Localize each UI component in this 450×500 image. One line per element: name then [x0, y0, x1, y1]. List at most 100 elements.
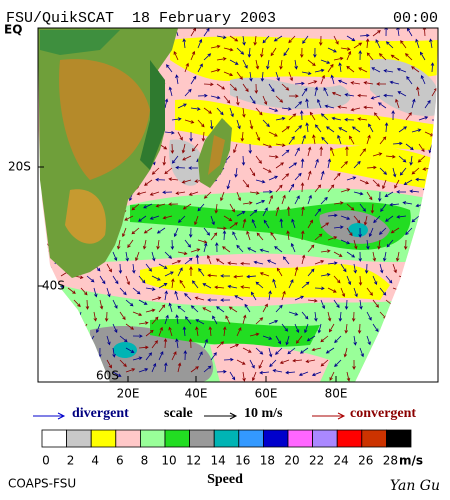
- wind-arrow: [281, 194, 286, 205]
- wind-arrow: [229, 222, 238, 229]
- wind-arrow: [382, 251, 387, 262]
- wind-arrow: [177, 215, 186, 223]
- wind-arrow: [106, 287, 111, 298]
- wind-arrow: [274, 246, 283, 253]
- wind-arrow: [324, 104, 335, 109]
- wind-arrow: [173, 227, 179, 238]
- wind-arrow: [216, 341, 225, 349]
- wind-arrow: [384, 122, 389, 133]
- wind-arrow: [214, 203, 219, 214]
- wind-arrow: [266, 59, 270, 70]
- wind-arrow: [268, 131, 278, 137]
- wind-arrow: [229, 107, 234, 118]
- wind-arrow: [222, 326, 227, 337]
- wind-arrow: [333, 35, 339, 45]
- wind-arrow: [366, 311, 372, 321]
- wind-arrow: [156, 227, 166, 234]
- wind-arrow: [170, 239, 175, 250]
- wind-arrow: [251, 371, 257, 382]
- wind-arrow: [396, 67, 407, 73]
- wind-arrow: [392, 141, 403, 146]
- wind-arrow: [416, 86, 420, 97]
- wind-arrow: [372, 323, 379, 333]
- wind-arrow: [392, 167, 397, 178]
- wind-arrow: [353, 191, 364, 196]
- wind-arrow: [399, 167, 407, 176]
- wind-arrow: [67, 287, 76, 294]
- wind-arrow: [184, 62, 189, 73]
- wind-arrow: [203, 53, 212, 61]
- wind-arrow: [390, 227, 400, 234]
- wind-arrow: [338, 311, 343, 322]
- wind-arrow: [301, 311, 309, 320]
- wind-arrow: [402, 201, 413, 205]
- wind-arrow: [320, 359, 329, 367]
- wind-arrow: [149, 215, 160, 220]
- wind-arrow: [185, 316, 192, 325]
- wind-arrow: [346, 203, 355, 211]
- wind-arrow: [73, 299, 81, 308]
- footer-center: Speed: [207, 472, 243, 487]
- wind-arrow: [124, 215, 134, 221]
- wind-arrow: [353, 215, 361, 224]
- wind-arrow: [409, 189, 420, 193]
- wind-arrow: [268, 290, 272, 301]
- wind-arrow: [168, 86, 173, 97]
- wind-arrow: [320, 249, 331, 253]
- wind-arrow: [372, 30, 381, 37]
- wind-arrow: [255, 317, 264, 325]
- wind-arrow: [327, 158, 332, 169]
- wind-arrow: [422, 28, 427, 37]
- wind-arrow: [222, 230, 227, 241]
- wind-arrow: [254, 83, 259, 94]
- wind-arrow: [346, 275, 352, 286]
- wind-arrow: [389, 202, 400, 207]
- wind-arrow: [272, 368, 283, 373]
- wind-arrow: [301, 254, 306, 265]
- wind-arrow: [288, 35, 296, 44]
- wind-arrow: [305, 98, 309, 109]
- wind-arrow: [119, 335, 128, 343]
- wind-arrow: [162, 155, 167, 166]
- wind-arrow: [151, 167, 160, 175]
- wind-arrow: [210, 215, 215, 226]
- wind-arrow: [340, 188, 351, 193]
- wind-arrow: [119, 287, 127, 296]
- wind-arrow: [319, 146, 324, 157]
- wind-arrow: [249, 209, 258, 217]
- wind-arrow: [255, 199, 266, 205]
- wind-arrow: [173, 51, 179, 61]
- wind-arrow: [331, 91, 342, 97]
- wind-arrow: [282, 256, 290, 265]
- wind-arrow: [340, 161, 348, 169]
- wind-arrow: [343, 347, 348, 358]
- wind-arrow: [337, 79, 348, 85]
- lat-label: EQ: [4, 23, 22, 37]
- wind-arrow: [364, 263, 369, 274]
- wind-arrow: [240, 131, 245, 142]
- wind-arrow: [138, 215, 147, 222]
- wind-arrow: [372, 179, 380, 187]
- wind-arrow: [85, 299, 90, 310]
- wind-arrow: [164, 130, 175, 135]
- wind-arrow: [333, 275, 341, 284]
- wind-arrow: [319, 35, 323, 46]
- wind-arrow: [125, 251, 129, 262]
- wind-arrow: [260, 47, 264, 58]
- wind-arrow: [366, 52, 374, 61]
- wind-arrow: [346, 50, 352, 61]
- wind-arrow: [325, 347, 335, 354]
- wind-arrow: [327, 287, 337, 293]
- wind-arrow: [391, 110, 395, 121]
- wind-arrow: [411, 167, 420, 175]
- wind-arrow: [411, 98, 416, 109]
- wind-arrow: [311, 347, 322, 352]
- wind-arrow: [307, 59, 316, 67]
- wind-arrow: [392, 263, 397, 274]
- wind-arrow: [372, 251, 377, 262]
- lat-label: 40S: [42, 279, 65, 293]
- wind-arrow: [236, 359, 246, 365]
- wind-arrow: [275, 162, 285, 169]
- legend-scale: scale: [164, 406, 193, 421]
- wind-arrow: [255, 131, 261, 142]
